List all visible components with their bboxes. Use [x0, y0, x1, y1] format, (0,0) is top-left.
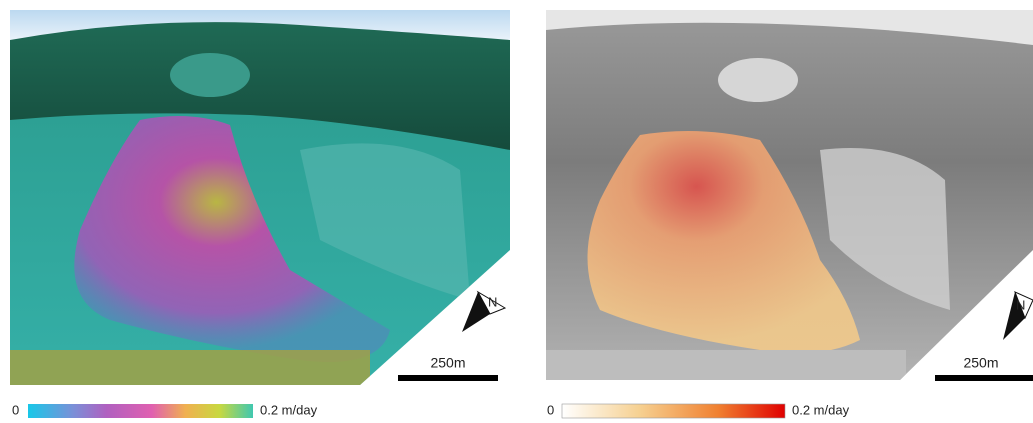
colorbar-min: 0	[12, 402, 19, 417]
north-label: N	[1016, 297, 1025, 312]
north-arrow: N	[462, 292, 505, 332]
right-image	[546, 10, 1033, 390]
figure: N N 250m 250m 0 0.2 m/day 0 0.2 m/day	[0, 0, 1033, 423]
colorbar	[28, 404, 253, 418]
colorbar-max: 0.2 m/day	[792, 402, 850, 417]
colorbar	[562, 404, 785, 418]
scale-bar	[935, 375, 1033, 381]
scale-bar	[398, 375, 498, 381]
scale-label: 250m	[963, 355, 998, 371]
colorbar-min: 0	[547, 402, 554, 417]
left-image	[10, 10, 510, 390]
north-arrow: N	[1003, 292, 1033, 340]
scale-label: 250m	[430, 355, 465, 371]
colorbar-max: 0.2 m/day	[260, 402, 318, 417]
north-label: N	[488, 294, 497, 309]
